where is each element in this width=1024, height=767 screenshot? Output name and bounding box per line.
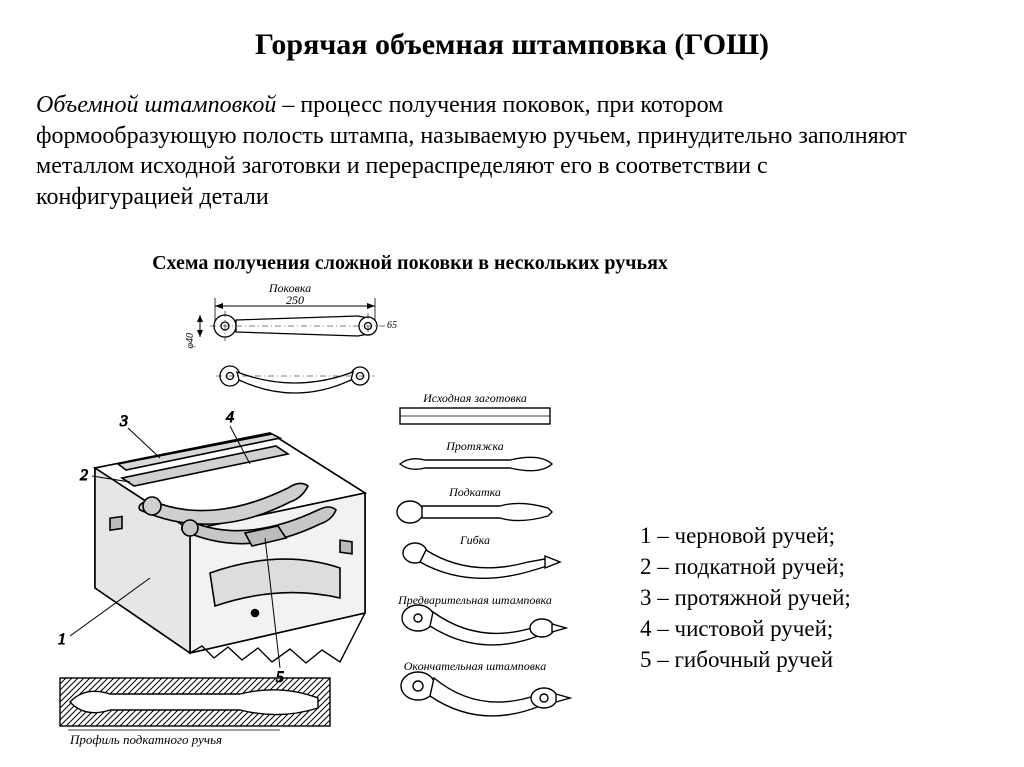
definition-paragraph: Объемной штамповкой – процесс получения … [36, 90, 916, 213]
forging-diagram: Поковка 250 [40, 278, 610, 748]
legend-item: 2 – подкатной ручей; [640, 551, 851, 582]
die-block [95, 433, 365, 663]
legend-item: 3 – протяжной ручей; [640, 582, 851, 613]
diagram-subtitle: Схема получения сложной поковки в нескол… [130, 252, 690, 275]
legend-list: 1 – черновой ручей; 2 – подкатной ручей;… [640, 520, 851, 675]
profile-section: Профиль подкатного ручья [60, 678, 330, 747]
page-title: Горячая объемная штамповка (ГОШ) [0, 28, 1024, 62]
legend-item: 5 – гибочный ручей [640, 644, 851, 675]
dim-65: 65 [387, 320, 397, 331]
definition-term: Объемной штамповкой [36, 92, 276, 118]
stage-label: Окончательная штамповка [404, 659, 546, 673]
profile-label: Профиль подкатного ручья [69, 732, 222, 747]
stage-label: Протяжка [445, 439, 504, 453]
callout-3: 3 [119, 413, 128, 430]
callout-2: 2 [80, 467, 88, 484]
stages: Исходная заготовка Протяжка Подкатка Гиб… [397, 391, 570, 716]
legend-item: 4 – чистовой ручей; [640, 613, 851, 644]
stage-label: Исходная заготовка [422, 391, 527, 405]
legend-item: 1 – черновой ручей; [640, 520, 851, 551]
callout-4: 4 [226, 409, 234, 426]
stage-label: Гибка [459, 533, 490, 547]
stage-label: Подкатка [448, 485, 501, 499]
dim-250: 250 [286, 293, 304, 307]
dim-phi40: φ40 [185, 333, 196, 349]
callout-1: 1 [58, 631, 66, 648]
top-drawing: Поковка 250 [185, 281, 397, 393]
